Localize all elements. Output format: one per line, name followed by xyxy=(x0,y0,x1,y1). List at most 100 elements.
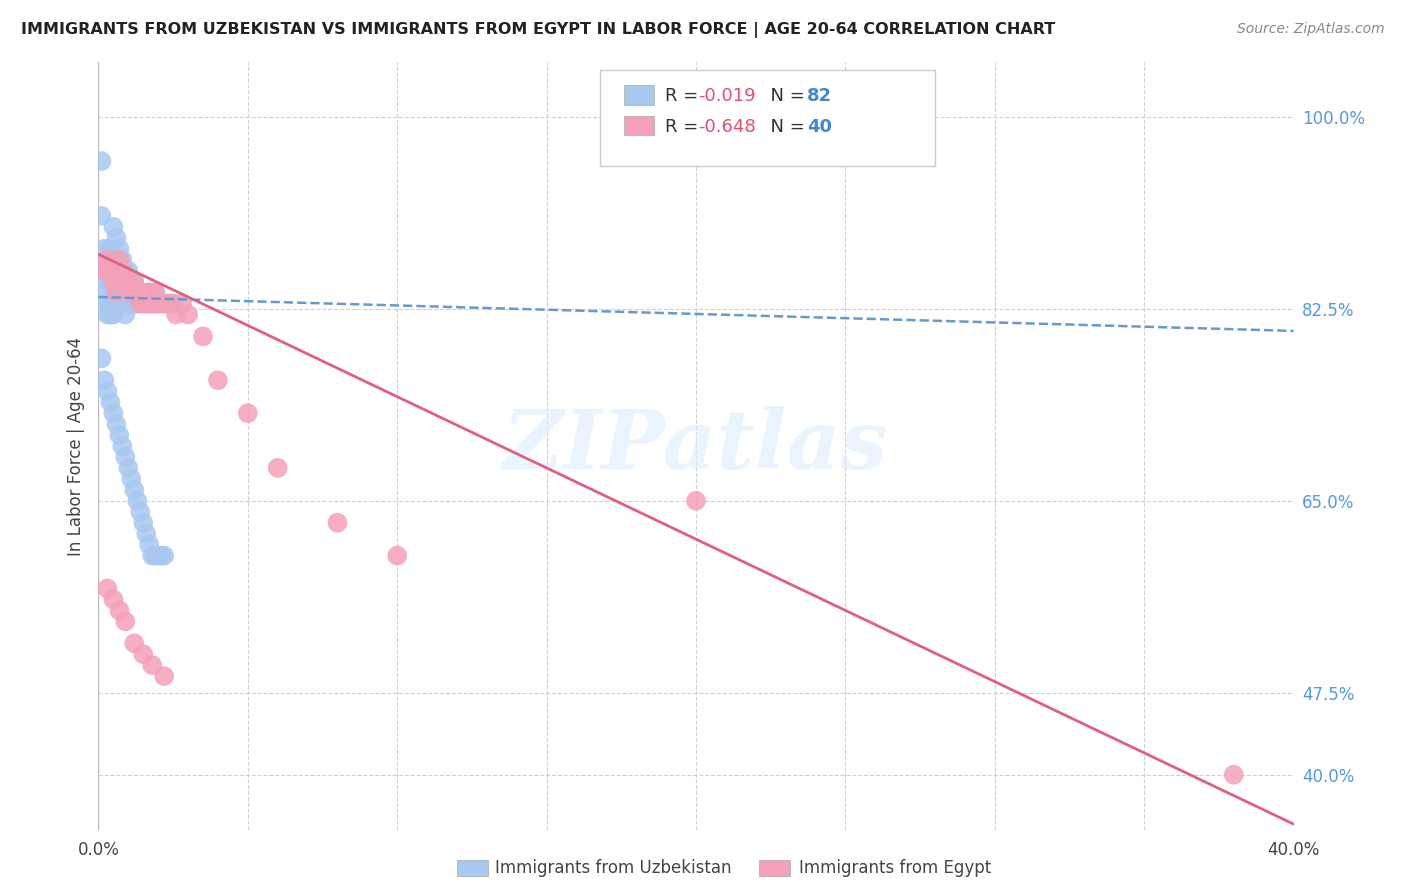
Point xyxy=(135,526,157,541)
Point xyxy=(96,275,118,289)
Text: 82: 82 xyxy=(807,87,832,105)
Point xyxy=(132,516,155,530)
Point xyxy=(105,285,128,300)
Point xyxy=(124,636,146,650)
Point xyxy=(127,285,149,300)
Point xyxy=(143,285,166,300)
Point xyxy=(120,296,142,310)
Text: R =: R = xyxy=(665,87,704,105)
Point xyxy=(162,296,184,310)
Point xyxy=(124,275,146,289)
Point xyxy=(93,242,115,256)
Point xyxy=(135,296,157,310)
Point xyxy=(98,296,122,310)
Text: Immigrants from Uzbekistan: Immigrants from Uzbekistan xyxy=(495,859,731,877)
Point xyxy=(124,296,146,310)
Point xyxy=(132,647,155,661)
Point xyxy=(108,603,131,617)
FancyBboxPatch shape xyxy=(624,116,654,136)
Point xyxy=(103,406,125,420)
Point xyxy=(385,549,409,563)
Point xyxy=(159,296,181,310)
Point xyxy=(124,275,146,289)
Point xyxy=(98,308,122,322)
Point xyxy=(148,549,170,563)
Point xyxy=(148,296,170,310)
Text: N =: N = xyxy=(759,87,811,105)
Point xyxy=(114,308,136,322)
Point xyxy=(105,417,128,431)
Point xyxy=(117,285,139,300)
Point xyxy=(141,549,163,563)
Point xyxy=(153,669,176,683)
Text: Immigrants from Egypt: Immigrants from Egypt xyxy=(799,859,991,877)
Point xyxy=(114,263,136,277)
Point xyxy=(141,658,163,673)
Point xyxy=(108,252,131,267)
Point xyxy=(120,285,142,300)
Text: ZIPatlas: ZIPatlas xyxy=(503,406,889,486)
Point xyxy=(103,252,125,267)
Point xyxy=(153,549,176,563)
Point xyxy=(105,231,128,245)
Point xyxy=(191,329,214,343)
Point xyxy=(138,296,160,310)
Point xyxy=(148,296,170,310)
Text: -0.019: -0.019 xyxy=(699,87,756,105)
Point xyxy=(96,308,118,322)
Point xyxy=(98,263,122,277)
Point xyxy=(93,263,115,277)
Point xyxy=(172,296,194,310)
Point xyxy=(132,285,155,300)
FancyBboxPatch shape xyxy=(624,86,654,104)
Point xyxy=(150,296,173,310)
Point xyxy=(326,516,349,530)
Point xyxy=(177,308,200,322)
Point xyxy=(153,296,176,310)
Point xyxy=(90,351,112,366)
Point xyxy=(159,296,181,310)
Point xyxy=(132,296,155,310)
Point xyxy=(96,252,118,267)
Point xyxy=(117,461,139,475)
Point xyxy=(114,450,136,464)
Text: Source: ZipAtlas.com: Source: ZipAtlas.com xyxy=(1237,22,1385,37)
Point xyxy=(96,252,118,267)
Point xyxy=(141,296,163,310)
Text: 40: 40 xyxy=(807,118,832,136)
Point xyxy=(129,285,152,300)
Point xyxy=(120,472,142,486)
Point xyxy=(165,308,187,322)
Point xyxy=(129,296,152,310)
Point xyxy=(105,263,128,277)
Point xyxy=(143,285,166,300)
Point xyxy=(117,263,139,277)
Point xyxy=(103,275,125,289)
Point xyxy=(236,406,259,420)
Point xyxy=(117,296,139,310)
Point xyxy=(124,483,146,497)
Point xyxy=(111,285,134,300)
Point xyxy=(103,592,125,607)
Point xyxy=(135,296,157,310)
Point xyxy=(111,439,134,453)
Point xyxy=(108,242,131,256)
Point xyxy=(127,493,149,508)
Point xyxy=(111,263,134,277)
Point xyxy=(132,285,155,300)
Point xyxy=(96,582,118,596)
Point xyxy=(267,461,290,475)
Point xyxy=(117,275,139,289)
Text: R =: R = xyxy=(665,118,704,136)
Point xyxy=(93,263,115,277)
Point xyxy=(111,296,134,310)
Point xyxy=(156,296,179,310)
Point xyxy=(150,549,173,563)
Point xyxy=(108,275,131,289)
Point xyxy=(108,428,131,442)
Point xyxy=(98,242,122,256)
Point xyxy=(127,285,149,300)
Point xyxy=(685,493,707,508)
Point xyxy=(105,296,128,310)
Point xyxy=(129,296,152,310)
